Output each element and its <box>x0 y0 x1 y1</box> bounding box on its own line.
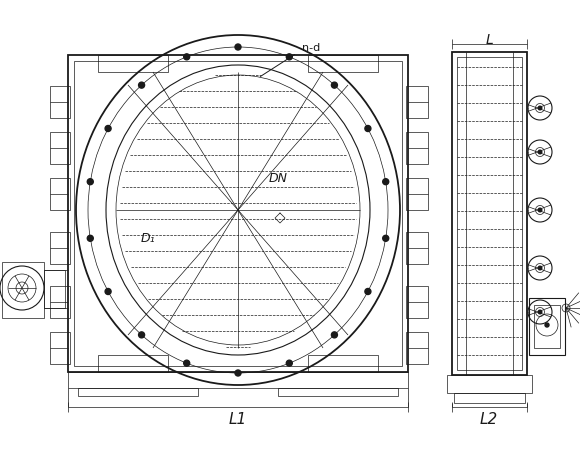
Circle shape <box>287 54 292 60</box>
Bar <box>534 305 560 348</box>
Bar <box>68 372 408 388</box>
Bar <box>308 55 378 72</box>
Bar <box>50 178 70 210</box>
Text: L: L <box>485 33 493 47</box>
Bar <box>78 388 198 396</box>
Circle shape <box>184 54 190 60</box>
Bar <box>447 375 532 393</box>
Bar <box>452 52 527 375</box>
Circle shape <box>184 360 190 366</box>
Circle shape <box>538 106 542 110</box>
Bar <box>454 393 525 403</box>
Circle shape <box>545 323 549 327</box>
Bar <box>278 388 398 396</box>
Bar <box>406 132 428 164</box>
Bar <box>529 298 565 355</box>
Circle shape <box>87 179 93 185</box>
Bar <box>50 286 70 318</box>
Bar <box>457 57 522 370</box>
Circle shape <box>331 82 338 88</box>
Circle shape <box>139 82 144 88</box>
Bar <box>98 55 168 72</box>
Bar <box>50 332 70 364</box>
Circle shape <box>331 332 338 338</box>
Circle shape <box>105 289 111 295</box>
Bar <box>50 132 70 164</box>
Circle shape <box>365 125 371 131</box>
Text: L2: L2 <box>480 413 498 427</box>
Bar <box>98 355 168 372</box>
Bar <box>406 178 428 210</box>
Circle shape <box>139 332 144 338</box>
Circle shape <box>383 235 389 241</box>
Circle shape <box>105 125 111 131</box>
Bar <box>406 332 428 364</box>
Circle shape <box>87 235 93 241</box>
Bar <box>406 286 428 318</box>
Circle shape <box>235 44 241 50</box>
Circle shape <box>538 150 542 154</box>
Bar <box>406 232 428 264</box>
Bar <box>44 270 65 308</box>
Bar <box>406 86 428 118</box>
Circle shape <box>235 370 241 376</box>
Bar <box>308 355 378 372</box>
Text: n-d: n-d <box>302 43 320 53</box>
Text: DN: DN <box>269 172 288 185</box>
Bar <box>68 55 408 372</box>
Bar <box>50 86 70 118</box>
Circle shape <box>538 208 542 212</box>
Circle shape <box>287 360 292 366</box>
Circle shape <box>365 289 371 295</box>
Bar <box>74 61 402 366</box>
Circle shape <box>538 266 542 270</box>
Circle shape <box>538 310 542 314</box>
Circle shape <box>383 179 389 185</box>
Text: L1: L1 <box>229 413 247 427</box>
Bar <box>50 232 70 264</box>
Bar <box>2 262 44 318</box>
Text: D₁: D₁ <box>141 231 155 245</box>
